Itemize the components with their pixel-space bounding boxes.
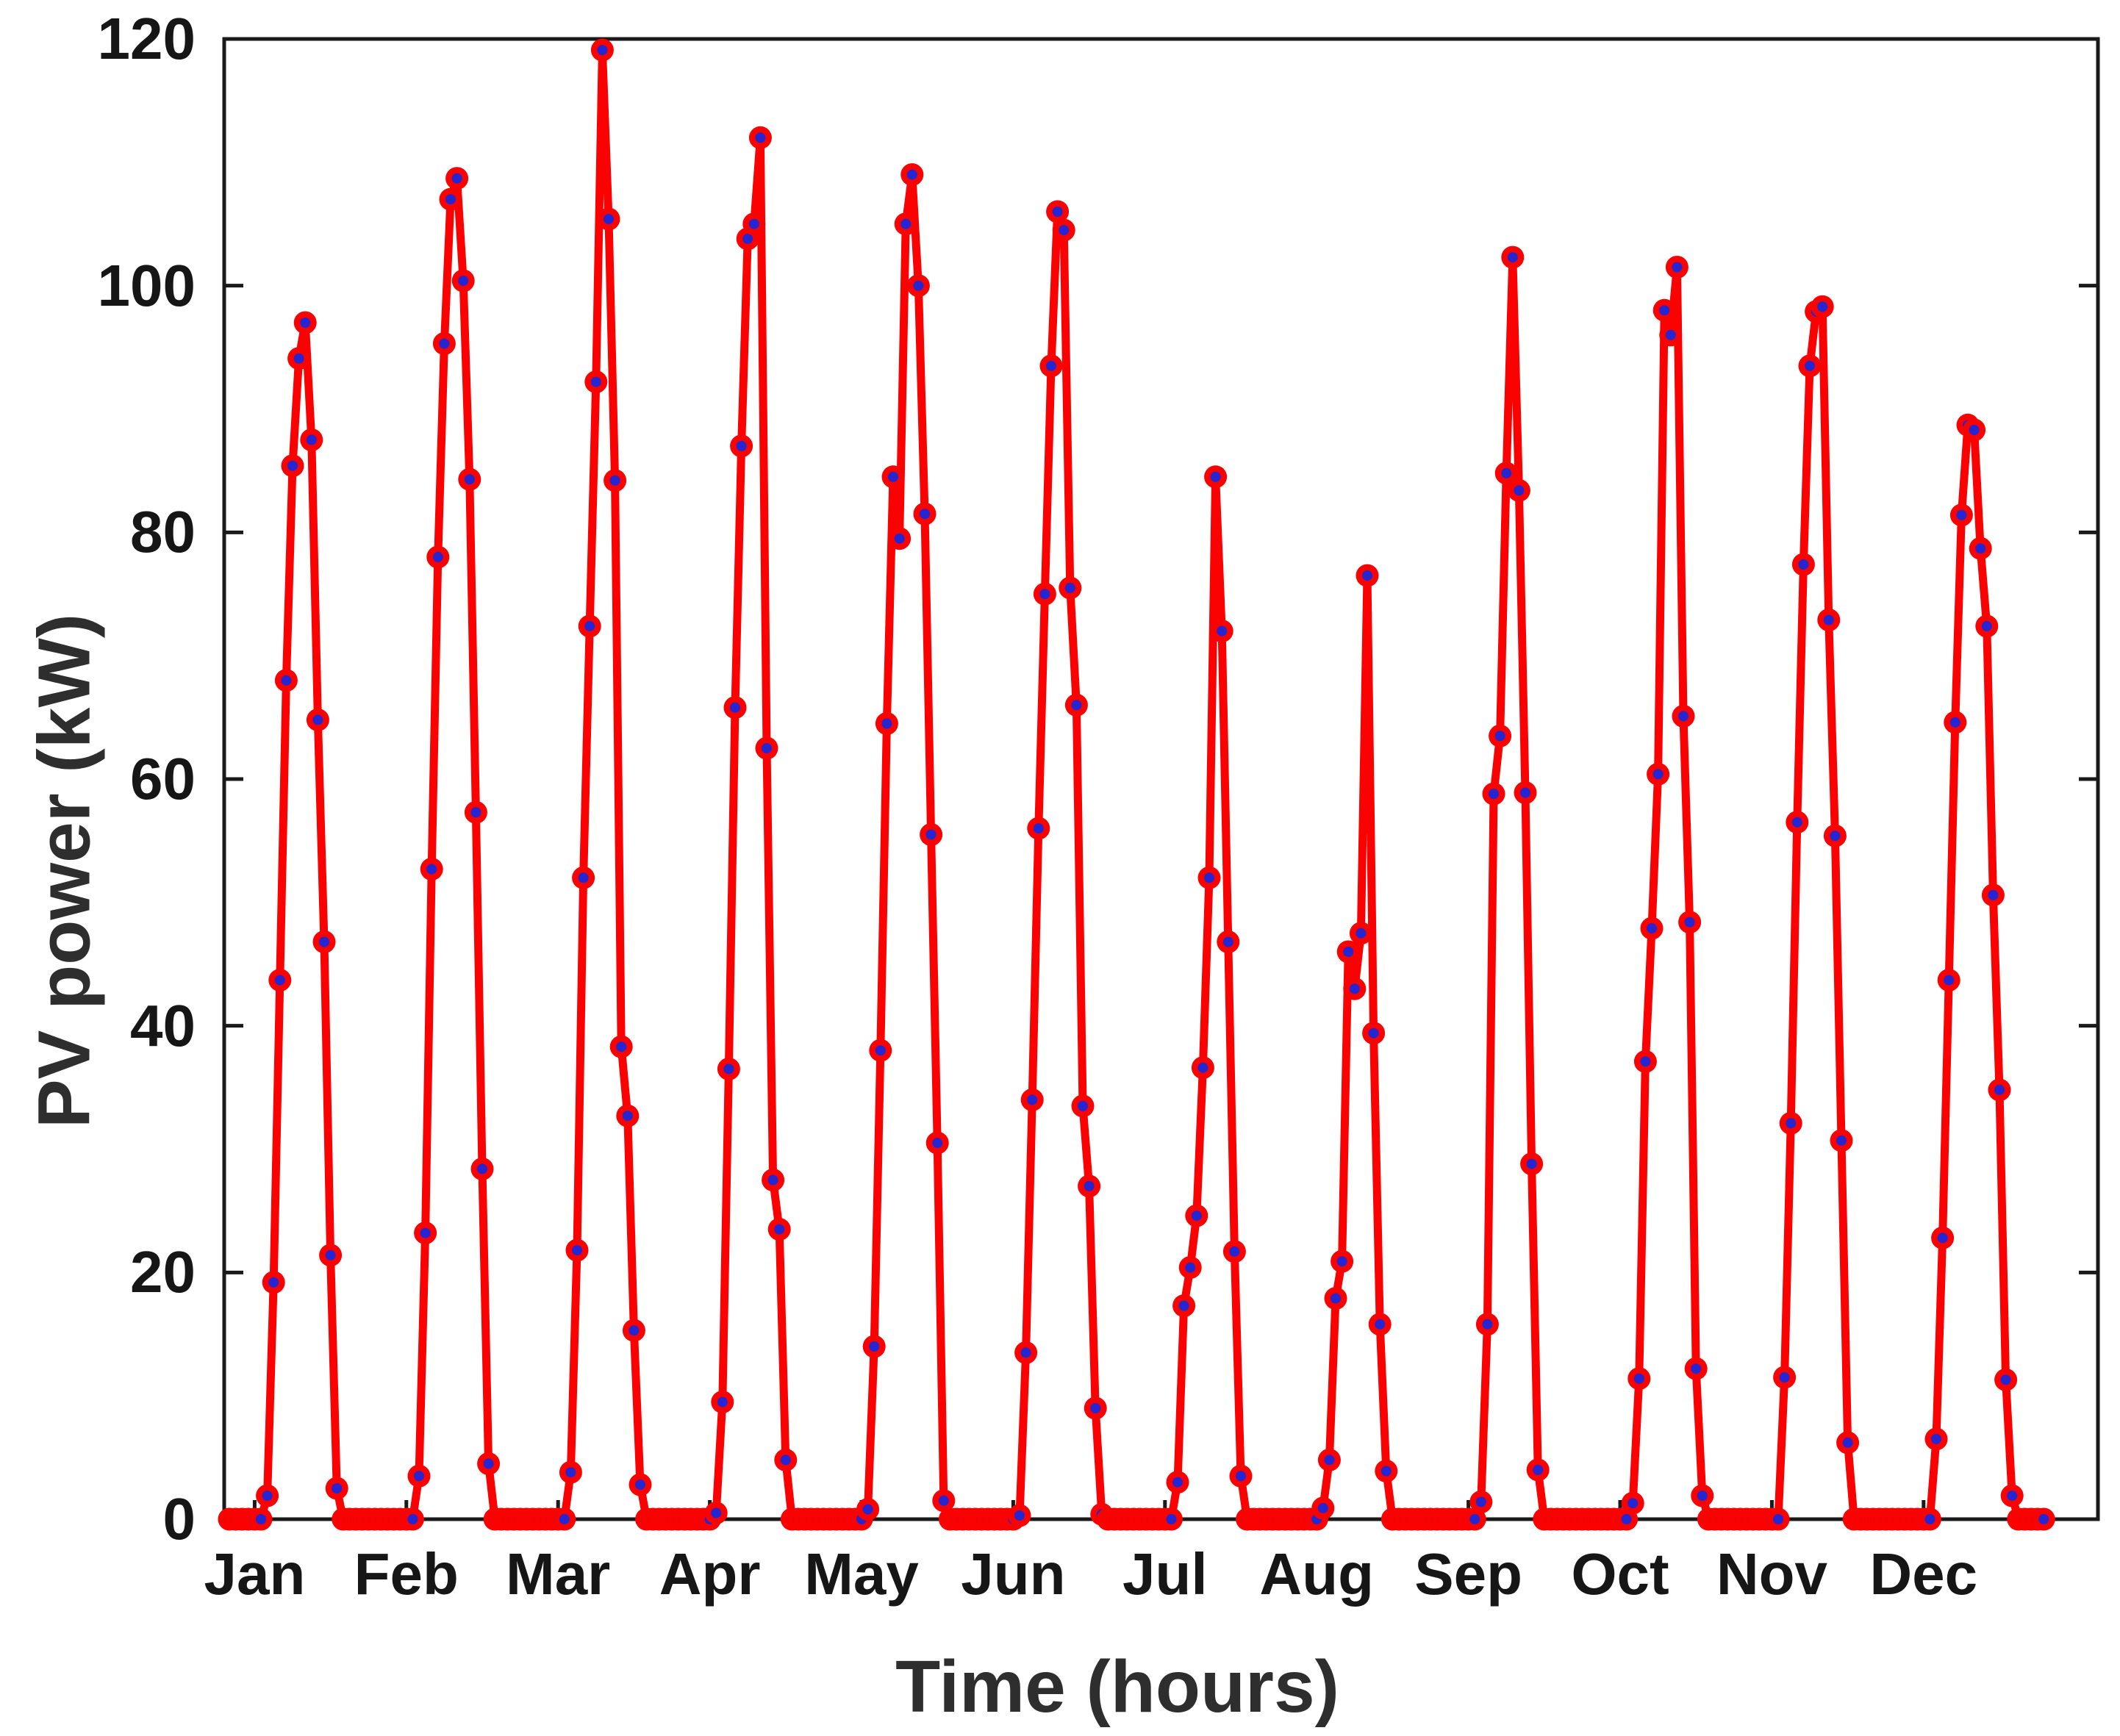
x-tick-label-feb: Feb: [354, 1541, 459, 1607]
y-tick-label: 60: [130, 746, 196, 811]
y-tick-label: 100: [97, 252, 196, 318]
pv-series-line: [225, 46, 2048, 1524]
x-tick-label-jun: Jun: [961, 1541, 1066, 1607]
x-tick-label-mar: Mar: [506, 1541, 611, 1607]
x-axis-label: Time (hours): [895, 1646, 1339, 1728]
x-tick-label-jan: Jan: [204, 1541, 306, 1607]
x-tick-label-may: May: [804, 1541, 919, 1607]
x-tick-label-sep: Sep: [1414, 1541, 1522, 1607]
y-axis-label: PV power (kW): [23, 613, 106, 1129]
y-tick-label: 20: [130, 1239, 196, 1305]
x-tick-label-dec: Dec: [1869, 1541, 1978, 1607]
x-tick-label-jul: Jul: [1122, 1541, 1208, 1607]
y-tick-label: 0: [162, 1486, 196, 1552]
axes-frame: [222, 37, 2100, 1521]
x-tick-label-nov: Nov: [1716, 1541, 1827, 1607]
x-tick-label-apr: Apr: [659, 1541, 761, 1607]
x-tick-label-aug: Aug: [1259, 1541, 1374, 1607]
y-tick-label: 120: [97, 6, 196, 71]
x-tick-label-oct: Oct: [1571, 1541, 1669, 1607]
y-tick-label: 80: [130, 499, 196, 565]
pv-series-markers: [218, 38, 2055, 1531]
axis-tick-marks: [224, 37, 2098, 1521]
y-tick-label: 40: [130, 992, 196, 1058]
